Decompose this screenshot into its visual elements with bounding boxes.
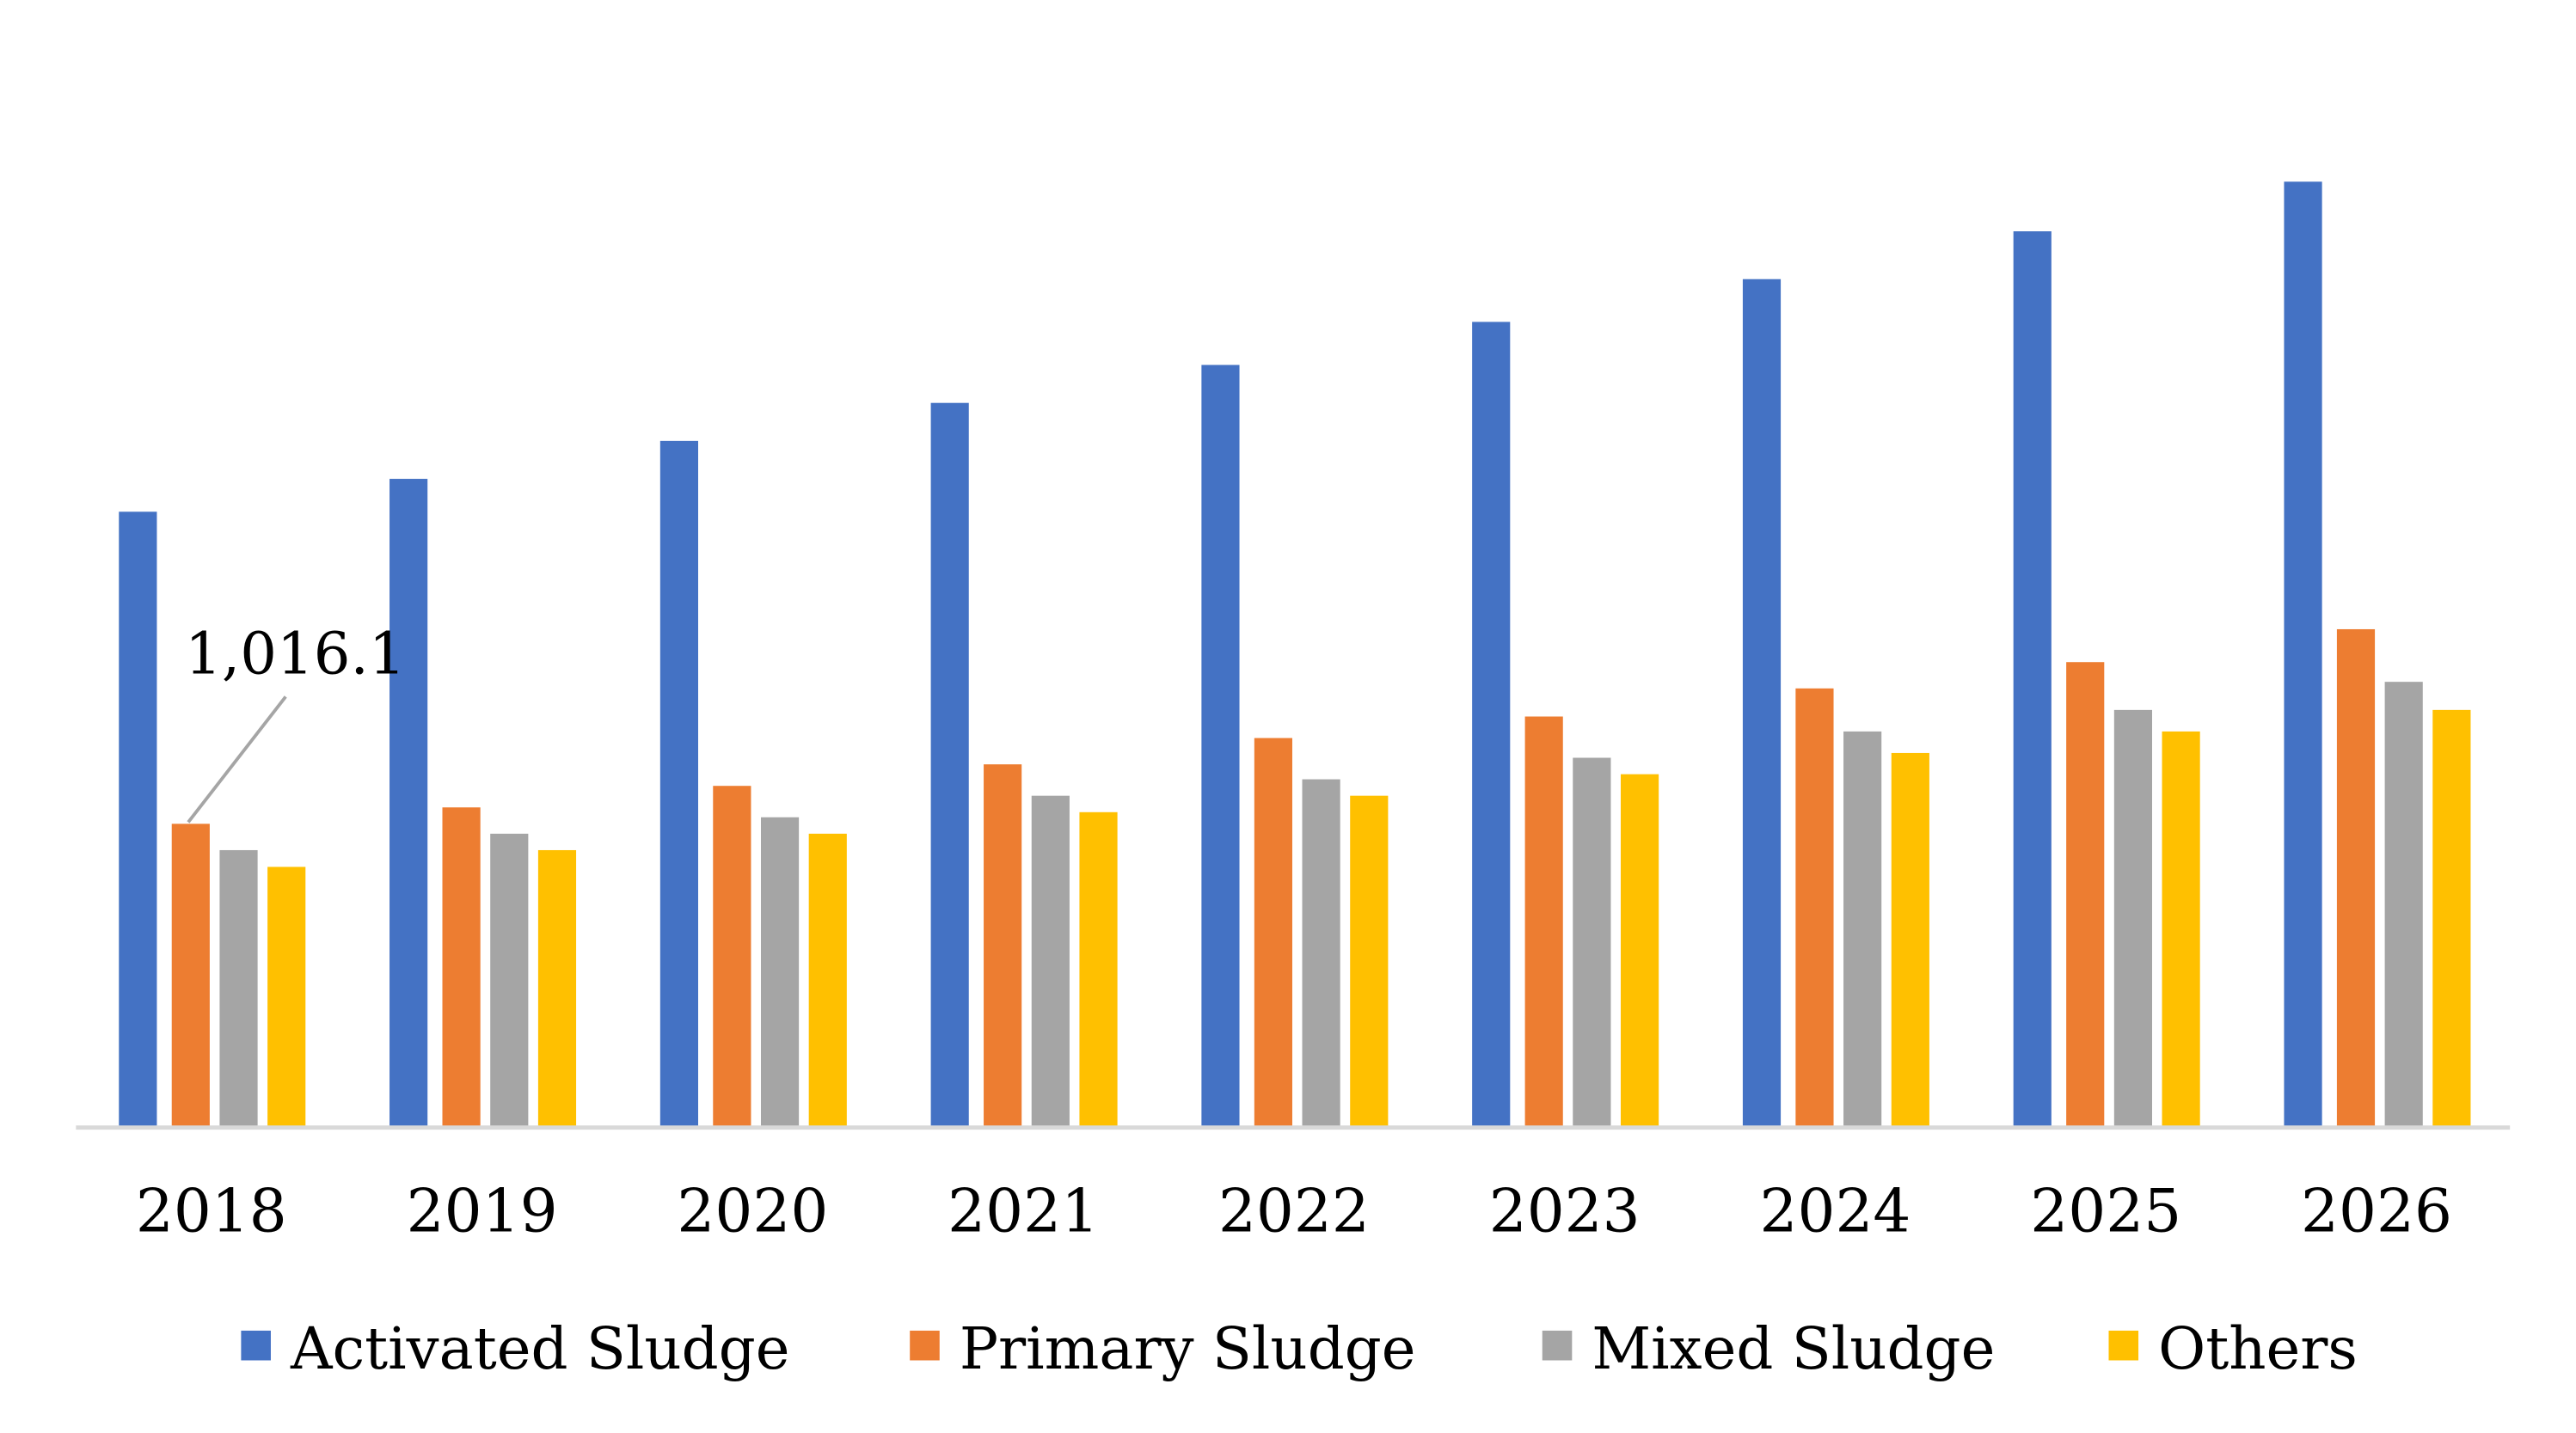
x-tick-label-2020: 2020: [677, 1178, 828, 1246]
data-label: 1,016.1: [185, 621, 406, 688]
bar-others-2023: [1620, 774, 1659, 1128]
bars: [119, 181, 2471, 1128]
bar-mixed-sludge-2019: [490, 833, 529, 1128]
bar-activated-sludge-2026: [2284, 181, 2322, 1128]
bar-primary-sludge-2022: [1254, 738, 1292, 1128]
bar-primary-sludge-2026: [2336, 628, 2376, 1128]
legend-swatch: [1542, 1330, 1573, 1361]
legend: Activated Sludge Primary Sludge Mixed Slud…: [241, 1315, 2358, 1382]
x-tick-label-2024: 2024: [1759, 1178, 1911, 1246]
bar-primary-sludge-2018: [171, 824, 210, 1128]
legend-swatch: [241, 1330, 271, 1361]
x-tick-label-2023: 2023: [1489, 1178, 1641, 1246]
bar-mixed-sludge-2021: [1031, 795, 1070, 1128]
legend-item-others: Others: [2108, 1315, 2358, 1382]
legend-label: Activated Sludge: [290, 1315, 789, 1382]
bar-others-2022: [1350, 795, 1389, 1128]
bar-primary-sludge-2023: [1524, 716, 1563, 1128]
bar-primary-sludge-2019: [442, 807, 481, 1128]
bar-mixed-sludge-2020: [760, 817, 800, 1128]
x-tick-label-2022: 2022: [1218, 1178, 1370, 1246]
bar-primary-sludge-2021: [984, 764, 1022, 1128]
bar-others-2019: [537, 849, 577, 1128]
bar-activated-sludge-2020: [659, 440, 698, 1128]
bar-activated-sludge-2019: [389, 479, 428, 1128]
legend-label: Primary Sludge: [960, 1315, 1416, 1382]
bar-others-2018: [267, 867, 306, 1128]
bar-primary-sludge-2020: [713, 786, 751, 1128]
bar-activated-sludge-2018: [119, 511, 157, 1128]
bar-primary-sludge-2024: [1795, 688, 1834, 1128]
bar-mixed-sludge-2025: [2113, 709, 2153, 1128]
bar-mixed-sludge-2023: [1573, 757, 1611, 1128]
bar-others-2021: [1079, 811, 1118, 1128]
x-tick-label-2026: 2026: [2301, 1178, 2452, 1246]
x-tick-label-2018: 2018: [136, 1178, 287, 1246]
x-axis-tick-labels: 2018 2019 2020 2021 2022 2023 2024 2025 2026: [136, 1178, 2452, 1246]
bar-others-2020: [808, 833, 847, 1128]
legend-label: Others: [2158, 1315, 2358, 1382]
legend-label: Mixed Sludge: [1592, 1315, 1995, 1382]
legend-swatch: [910, 1330, 940, 1361]
legend-swatch: [2108, 1330, 2139, 1361]
bar-others-2025: [2162, 731, 2200, 1128]
bar-activated-sludge-2024: [1742, 279, 1782, 1128]
bar-mixed-sludge-2024: [1843, 731, 1882, 1128]
bar-activated-sludge-2023: [1472, 322, 1511, 1128]
legend-item-primary-sludge: Primary Sludge: [910, 1315, 1416, 1382]
bar-mixed-sludge-2022: [1302, 779, 1340, 1128]
bar-activated-sludge-2025: [2013, 231, 2052, 1128]
data-label-leader-line: [187, 695, 287, 824]
x-tick-label-2025: 2025: [2030, 1178, 2181, 1246]
x-tick-label-2019: 2019: [407, 1178, 558, 1246]
bar-mixed-sludge-2026: [2384, 682, 2423, 1128]
bar-activated-sludge-2022: [1201, 364, 1240, 1128]
bar-others-2024: [1891, 752, 1929, 1128]
legend-item-mixed-sludge: Mixed Sludge: [1542, 1315, 1995, 1382]
x-tick-label-2021: 2021: [948, 1178, 1099, 1246]
bar-others-2026: [2432, 709, 2471, 1128]
bar-mixed-sludge-2018: [219, 849, 258, 1128]
bar-activated-sludge-2021: [930, 402, 969, 1128]
bar-primary-sludge-2025: [2066, 662, 2105, 1128]
legend-item-activated-sludge: Activated Sludge: [241, 1315, 789, 1382]
